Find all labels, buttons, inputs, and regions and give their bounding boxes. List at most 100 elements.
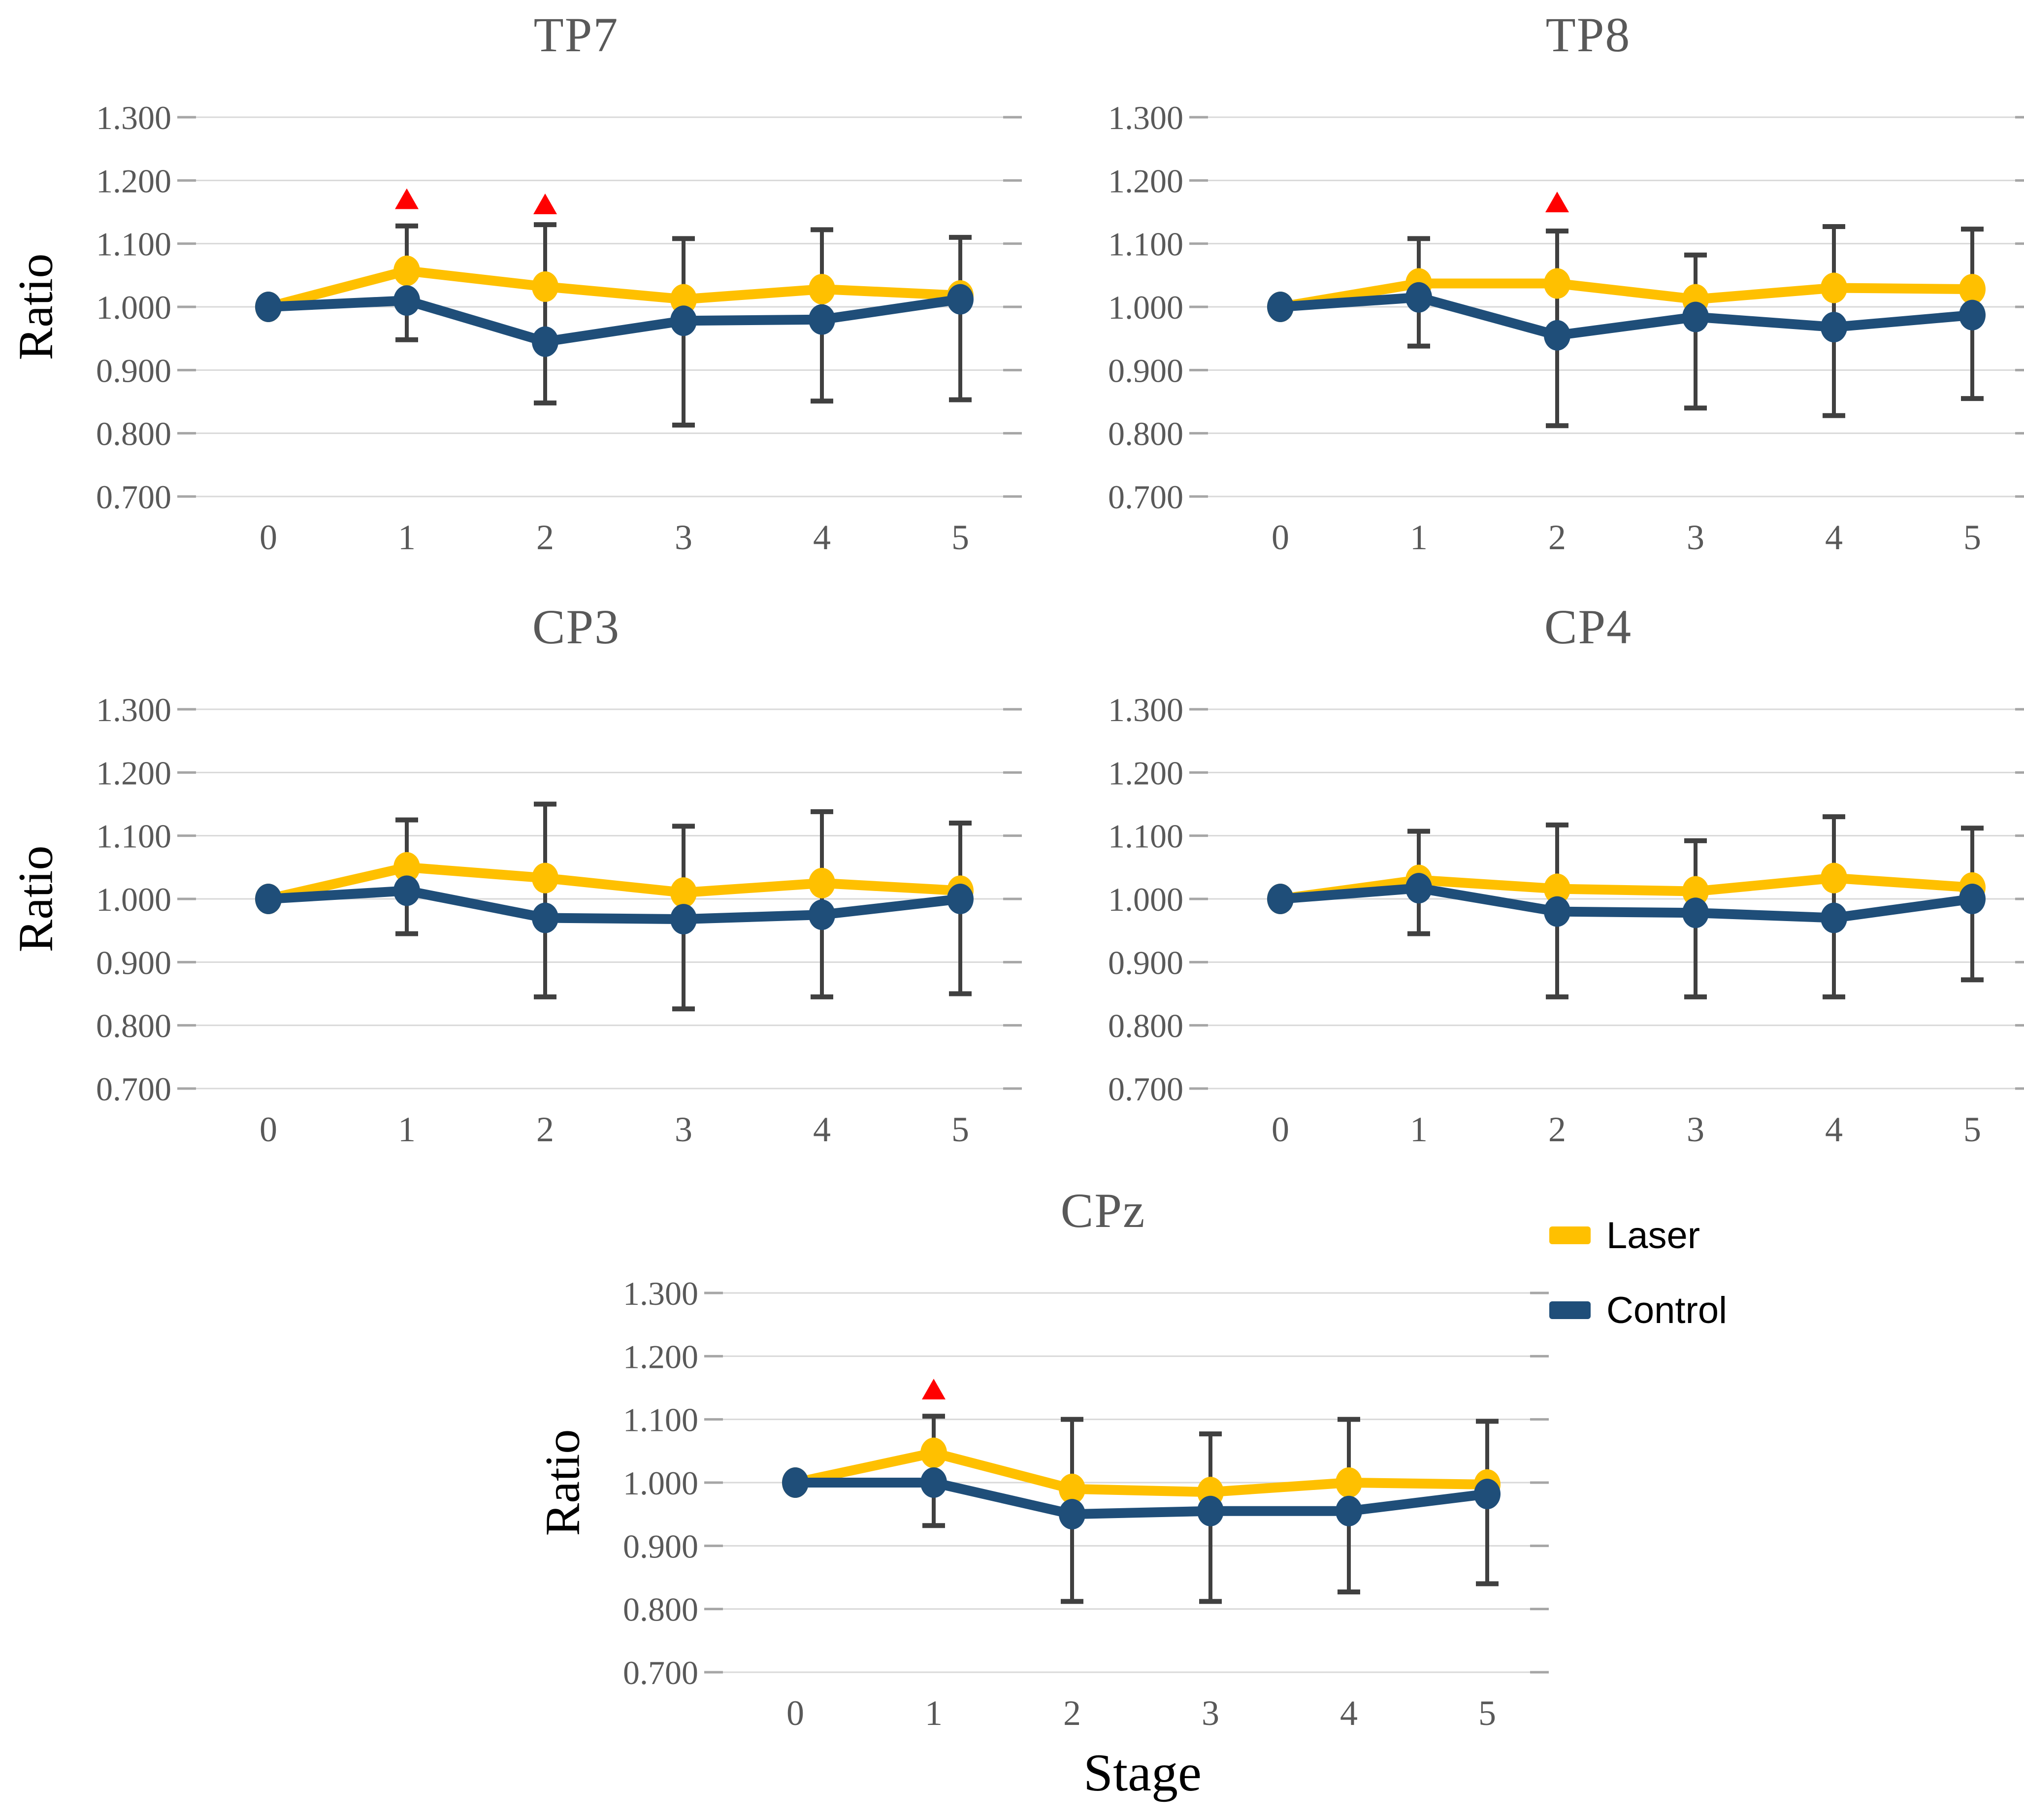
x-tick-label: 5 (951, 518, 969, 557)
y-tick-label: 1.200 (96, 162, 171, 199)
control-marker (532, 326, 558, 357)
laser-series (782, 1437, 1501, 1508)
laser-marker (670, 877, 697, 908)
control-marker (255, 884, 282, 914)
gridlines (177, 116, 1022, 498)
y-tick-label: 1.000 (1108, 289, 1183, 326)
y-tick-label: 1.300 (1108, 99, 1183, 136)
y-tick-label: 1.200 (96, 754, 171, 792)
x-axis-title: Stage (1083, 1744, 1202, 1802)
y-tick-label: 1.000 (1108, 881, 1183, 918)
laser-marker (809, 867, 835, 898)
laser-marker (393, 255, 420, 286)
y-tick-label: 1.000 (96, 289, 171, 326)
control-series (782, 1467, 1501, 1530)
x-tick-label: 2 (1548, 518, 1566, 557)
control-marker (1267, 292, 1294, 322)
x-tick-label: 4 (1825, 1110, 1843, 1149)
control-marker (809, 304, 835, 335)
laser-line (790, 1448, 1492, 1497)
legend-item-laser: Laser (1549, 1213, 1727, 1257)
control-marker (1682, 301, 1709, 332)
y-tick-label: 0.800 (1108, 1007, 1183, 1045)
x-tick-label: 2 (536, 518, 554, 557)
chart-cpz: 1.300 1.200 1.100 1.000 0.900 0.800 0.700 0 1 2 3 4… (527, 1176, 1554, 1767)
legend: Laser Control (1549, 1213, 1727, 1363)
y-tick-label: 0.900 (1108, 352, 1183, 389)
cp4-plot-canvas: 1.300 1.200 1.100 1.000 0.900 0.800 0.700 0 1 2 3 4… (1108, 691, 2024, 1149)
laser-marker (1682, 876, 1709, 907)
y-tick-label: 1.100 (96, 818, 171, 855)
y-tick-label: 0.800 (96, 1007, 171, 1045)
control-marker (1405, 282, 1432, 313)
x-tick-label: 2 (1063, 1693, 1081, 1733)
y-axis-title: Ratio (8, 253, 63, 361)
gridlines (1189, 116, 2024, 498)
chart-title-cp4: CP4 (1544, 599, 1632, 654)
control-marker (1059, 1499, 1085, 1530)
y-tick-label: 1.200 (1108, 754, 1183, 792)
y-tick-label: 1.300 (623, 1275, 698, 1312)
x-tick-label: 4 (1825, 518, 1843, 557)
x-tick-label: 2 (536, 1110, 554, 1149)
control-series (1267, 873, 1986, 933)
control-marker (1474, 1479, 1501, 1510)
x-tick-label: 3 (675, 1110, 692, 1149)
tp7-plot-canvas: 1.300 1.200 1.100 1.000 0.900 0.800 0.700 0 1 2 3 4… (96, 99, 1022, 557)
significance-triangle (1545, 191, 1569, 212)
chart-cp3: 1.300 1.200 1.100 1.000 0.900 0.800 0.700 0 1 2 3 4… (0, 592, 1027, 1183)
y-tick-label: 1.100 (96, 226, 171, 263)
chart-title-cp3: CP3 (532, 599, 620, 654)
laser-marker (532, 862, 558, 893)
control-line (263, 886, 965, 925)
laser-marker (1821, 272, 1847, 303)
x-tick-label: 0 (1272, 518, 1289, 557)
laser-marker (393, 852, 420, 883)
laser-marker (1959, 274, 1986, 305)
control-marker (1336, 1495, 1362, 1526)
y-tick-label: 1.000 (96, 881, 171, 918)
legend-item-control: Control (1549, 1288, 1727, 1332)
x-tick-label: 1 (398, 1110, 416, 1149)
y-tick-label: 1.100 (1108, 818, 1183, 855)
control-marker (670, 305, 697, 336)
control-swatch (1549, 1301, 1591, 1319)
x-tick-label: 1 (1410, 1110, 1428, 1149)
chart-cp4: 1.300 1.200 1.100 1.000 0.900 0.800 0.700 0 1 2 3 4… (1012, 592, 2024, 1183)
x-tick-label: 3 (1687, 1110, 1704, 1149)
control-marker (1544, 896, 1570, 927)
control-marker (947, 884, 974, 914)
y-tick-label: 1.200 (623, 1338, 698, 1375)
laser-line (1275, 873, 1977, 904)
control-series (255, 284, 974, 357)
x-tick-label: 1 (925, 1693, 943, 1733)
control-marker (809, 899, 835, 930)
laser-marker (1336, 1467, 1362, 1498)
control-marker (1405, 873, 1432, 904)
control-marker (393, 875, 420, 906)
laser-series (1267, 268, 1986, 322)
chart-tp8: 1.300 1.200 1.100 1.000 0.900 0.800 0.700 0 1 2 3 4… (1012, 0, 2024, 591)
control-line (263, 294, 965, 347)
control-series (1267, 282, 1986, 351)
y-tick-label: 1.300 (96, 691, 171, 728)
chart-title-tp8: TP8 (1545, 7, 1631, 62)
control-marker (393, 285, 420, 316)
y-tick-label: 1.300 (1108, 691, 1183, 728)
x-tick-label: 3 (1202, 1693, 1219, 1733)
control-marker (670, 904, 697, 935)
y-tick-label: 0.700 (1108, 1070, 1183, 1108)
laser-marker (1544, 268, 1570, 299)
cpz-plot-canvas: 1.300 1.200 1.100 1.000 0.900 0.800 0.700 0 1 2 3 4… (623, 1275, 1549, 1733)
laser-line (263, 265, 965, 312)
significance-triangle (533, 193, 557, 214)
control-marker (532, 902, 558, 933)
legend-label-control: Control (1606, 1289, 1727, 1331)
x-tick-label: 5 (1478, 1693, 1496, 1733)
y-tick-label: 0.900 (96, 352, 171, 389)
control-marker (1197, 1495, 1224, 1526)
control-marker (920, 1467, 947, 1498)
control-marker (1267, 884, 1294, 914)
control-marker (947, 284, 974, 315)
y-tick-label: 0.700 (1108, 478, 1183, 516)
